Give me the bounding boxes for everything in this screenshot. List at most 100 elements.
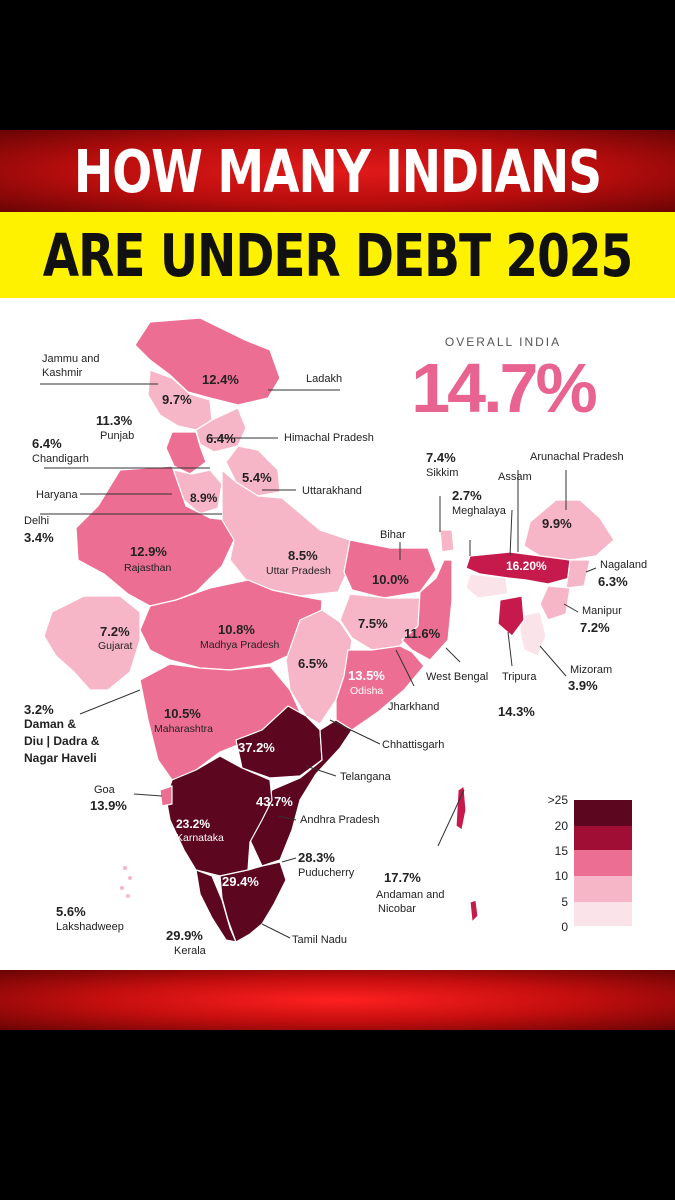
- region-ladakh: [134, 317, 281, 406]
- name-meghalaya: Meghalaya: [452, 505, 507, 517]
- region-andhra-pradesh: [249, 719, 353, 867]
- legend-swatch-25: [574, 800, 632, 826]
- value-goa: 13.9%: [90, 798, 127, 813]
- value-ladakh: 12.4%: [202, 372, 239, 387]
- name-odisha: Odisha: [350, 685, 383, 697]
- value-chhattisgarh: 6.5%: [298, 656, 328, 671]
- region-karnataka: [165, 755, 273, 877]
- value-karnataka: 23.2%: [176, 817, 210, 831]
- value-manipur: 7.2%: [580, 620, 610, 635]
- region-andaman-nicobar: [455, 785, 479, 923]
- name-andhra-pradesh: Andhra Pradesh: [300, 814, 380, 826]
- legend-tick-15: 15: [555, 844, 569, 858]
- title-band-yellow: [0, 212, 675, 298]
- name-sikkim: Sikkim: [426, 467, 458, 479]
- value-tamil-nadu: 29.4%: [222, 874, 259, 889]
- name-gujarat: Gujarat: [98, 640, 133, 652]
- region-sikkim: [439, 529, 455, 553]
- value-nagaland: 6.3%: [598, 574, 628, 589]
- name-mizoram: Mizoram: [570, 664, 612, 676]
- name-uttarakhand: Uttarakhand: [302, 485, 362, 497]
- name-west-bengal: West Bengal: [426, 671, 488, 683]
- value-chandigarh: 6.4%: [32, 436, 62, 451]
- value-mizoram: 3.9%: [568, 678, 598, 693]
- value-jammu-kashmir: 9.7%: [162, 392, 192, 407]
- value-uttarakhand: 5.4%: [242, 470, 272, 485]
- value-jharkhand: 7.5%: [358, 616, 388, 631]
- name-puducherry: Puducherry: [298, 867, 355, 879]
- value-maharashtra: 10.5%: [164, 706, 201, 721]
- region-west-bengal: [401, 559, 453, 661]
- value-rajasthan: 12.9%: [130, 544, 167, 559]
- name-punjab: Punjab: [100, 430, 134, 442]
- value-tripura: 14.3%: [498, 704, 535, 719]
- region-goa: [159, 785, 173, 807]
- name-maharashtra: Maharashtra: [154, 723, 213, 735]
- value-arunachal: 9.9%: [542, 516, 572, 531]
- name-rajasthan: Rajasthan: [124, 562, 171, 574]
- value-meghalaya: 2.7%: [452, 488, 482, 503]
- legend-tick-5: 5: [561, 895, 568, 909]
- region-odisha: [335, 645, 425, 731]
- legend-tick-0: 0: [561, 920, 568, 934]
- footer-band-red: [0, 970, 675, 1030]
- region-nagaland: [565, 559, 591, 589]
- value-himachal: 6.4%: [206, 431, 236, 446]
- name-lakshadweep: Lakshadweep: [56, 921, 124, 933]
- value-puducherry: 28.3%: [298, 850, 335, 865]
- overall-label: OVERALL INDIA: [445, 335, 561, 349]
- title-line-2: ARE UNDER DEBT 2025: [42, 222, 633, 291]
- legend-swatch-15: [574, 850, 632, 876]
- legend-tick-10: 10: [555, 869, 569, 883]
- value-punjab: 11.3%: [96, 413, 133, 428]
- value-daman: 3.2%: [24, 702, 54, 717]
- region-gujarat: [43, 595, 141, 691]
- name-jk-2: Kashmir: [42, 367, 83, 379]
- name-andaman-1: Andaman and: [376, 889, 445, 901]
- region-meghalaya: [465, 573, 509, 599]
- legend-swatch-10: [574, 876, 632, 902]
- region-assam: [465, 551, 571, 585]
- value-delhi: 3.4%: [24, 530, 54, 545]
- legend-tick-25: >25: [548, 793, 569, 807]
- value-kerala: 29.9%: [166, 928, 203, 943]
- region-tripura: [497, 595, 525, 637]
- name-assam: Assam: [498, 471, 532, 483]
- name-delhi: Delhi: [24, 515, 49, 527]
- value-andaman: 17.7%: [384, 870, 421, 885]
- legend-swatch-5: [574, 902, 632, 926]
- legend: >25 20 15 10 5 0: [548, 793, 632, 934]
- name-ladakh: Ladakh: [306, 373, 342, 385]
- name-nagaland: Nagaland: [600, 559, 647, 571]
- region-mizoram: [519, 611, 547, 657]
- name-haryana: Haryana: [36, 489, 78, 501]
- name-karnataka: Karnataka: [176, 832, 224, 844]
- name-daman-1: Daman &: [24, 717, 76, 731]
- title-band-red: [0, 130, 675, 212]
- name-arunachal: Arunachal Pradesh: [530, 451, 624, 463]
- name-tamil-nadu: Tamil Nadu: [292, 934, 347, 946]
- name-kerala: Kerala: [174, 945, 207, 957]
- name-daman-3: Nagar Haveli: [24, 751, 97, 765]
- name-jk-1: Jammu and: [42, 353, 99, 365]
- region-uttarakhand: [225, 445, 281, 497]
- value-lakshadweep: 5.6%: [56, 904, 86, 919]
- value-madhya-pradesh: 10.8%: [218, 622, 255, 637]
- legend-tick-20: 20: [555, 819, 569, 833]
- region-manipur: [539, 585, 571, 621]
- value-west-bengal: 11.6%: [404, 626, 441, 641]
- value-assam: 16.20%: [506, 559, 547, 573]
- value-andhra-pradesh: 43.7%: [256, 794, 293, 809]
- value-uttar-pradesh: 8.5%: [288, 548, 318, 563]
- name-bihar: Bihar: [380, 529, 406, 541]
- region-tamil-nadu: [219, 861, 287, 943]
- value-odisha: 13.5%: [348, 668, 385, 683]
- name-uttar-pradesh: Uttar Pradesh: [266, 565, 331, 577]
- name-chandigarh: Chandigarh: [32, 453, 89, 465]
- name-manipur: Manipur: [582, 605, 622, 617]
- region-arunachal: [523, 499, 615, 561]
- region-uttar-pradesh: [221, 469, 351, 597]
- name-telangana: Telangana: [340, 771, 392, 783]
- name-daman-2: Diu | Dadra &: [24, 734, 100, 748]
- legend-swatch-20: [574, 826, 632, 850]
